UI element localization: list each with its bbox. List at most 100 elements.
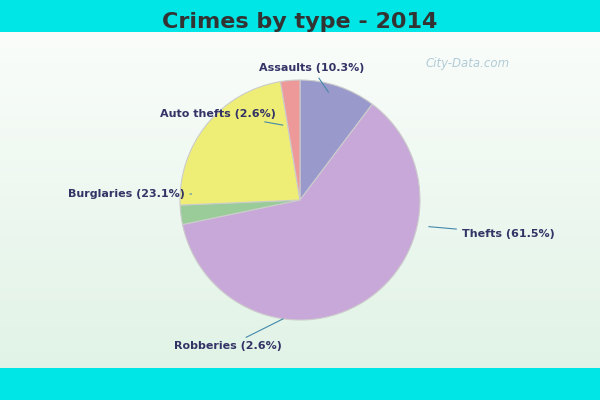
Bar (0, 88, 600, 89)
Bar (0, 260, 600, 262)
Bar (0, 50, 600, 52)
Bar (0, 193, 600, 195)
Bar (0, 123, 600, 124)
Bar (0, 178, 600, 180)
Bar (0, 134, 600, 136)
Bar (0, 244, 600, 245)
Bar (0, 47, 600, 49)
Bar (0, 207, 600, 208)
Bar (0, 155, 600, 156)
Bar (0, 250, 600, 252)
Bar (0, 281, 600, 282)
Bar (0, 282, 600, 284)
Bar (0, 323, 600, 324)
Bar (0, 39, 600, 40)
Bar (0, 32, 600, 34)
Bar (0, 274, 600, 276)
Bar (0, 341, 600, 343)
Bar (0, 101, 600, 102)
Bar (0, 52, 600, 54)
Bar (0, 210, 600, 212)
Bar (0, 252, 600, 254)
Bar (0, 232, 600, 234)
Bar (0, 220, 600, 222)
Bar (0, 54, 600, 56)
Bar (0, 319, 600, 321)
Bar (0, 289, 600, 291)
Bar (0, 309, 600, 311)
Bar (0, 111, 600, 113)
Bar (0, 343, 600, 344)
Bar (0, 234, 600, 235)
Bar (0, 292, 600, 294)
Bar (0, 183, 600, 185)
Wedge shape (180, 200, 300, 224)
Bar (0, 146, 600, 148)
Bar (0, 333, 600, 334)
Bar (0, 161, 600, 163)
Bar (0, 195, 600, 197)
Bar (0, 185, 600, 186)
Bar (0, 296, 600, 298)
Bar (0, 214, 600, 215)
Text: Auto thefts (2.6%): Auto thefts (2.6%) (160, 109, 283, 125)
Bar (0, 156, 600, 158)
Bar (0, 354, 600, 356)
Bar (0, 212, 600, 214)
Bar (0, 366, 600, 368)
Bar (0, 306, 600, 308)
Bar (0, 353, 600, 354)
Bar (0, 77, 600, 79)
Bar (0, 163, 600, 165)
Bar (0, 222, 600, 224)
Bar (0, 59, 600, 60)
Bar (0, 140, 600, 141)
Bar (0, 190, 600, 192)
Bar (0, 266, 600, 267)
Bar (0, 225, 600, 227)
Bar (0, 113, 600, 114)
Bar (0, 130, 600, 131)
Bar (0, 81, 600, 82)
Bar (0, 272, 600, 274)
Bar (0, 350, 600, 351)
Bar (0, 331, 600, 333)
Bar (0, 35, 600, 37)
Bar (0, 312, 600, 314)
Bar (0, 160, 600, 161)
Bar (0, 259, 600, 260)
Text: Crimes by type - 2014: Crimes by type - 2014 (163, 12, 437, 32)
Bar (0, 118, 600, 119)
Bar (0, 170, 600, 172)
Bar (0, 304, 600, 306)
Bar (0, 44, 600, 46)
Bar (0, 62, 600, 64)
Bar (0, 360, 600, 361)
Bar (0, 143, 600, 144)
Bar (0, 237, 600, 239)
Bar (0, 42, 600, 44)
Bar (0, 227, 600, 228)
Bar (0, 269, 600, 270)
Bar (0, 109, 600, 111)
Bar (0, 299, 600, 301)
Bar (0, 108, 600, 109)
Bar (0, 98, 600, 99)
Bar (0, 203, 600, 205)
Bar (0, 346, 600, 348)
Bar (0, 284, 600, 286)
Bar (0, 148, 600, 150)
Wedge shape (182, 104, 420, 320)
Bar (0, 318, 600, 319)
Bar (0, 356, 600, 358)
Bar (0, 99, 600, 101)
Bar (0, 338, 600, 340)
Bar (0, 86, 600, 88)
Bar (0, 173, 600, 175)
Bar (0, 264, 600, 266)
Text: Thefts (61.5%): Thefts (61.5%) (429, 227, 555, 238)
Bar (0, 84, 600, 86)
Bar (0, 46, 600, 47)
Bar (0, 235, 600, 237)
Bar (0, 311, 600, 312)
